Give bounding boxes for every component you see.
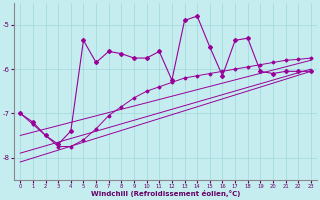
X-axis label: Windchill (Refroidissement éolien,°C): Windchill (Refroidissement éolien,°C) [91,190,240,197]
